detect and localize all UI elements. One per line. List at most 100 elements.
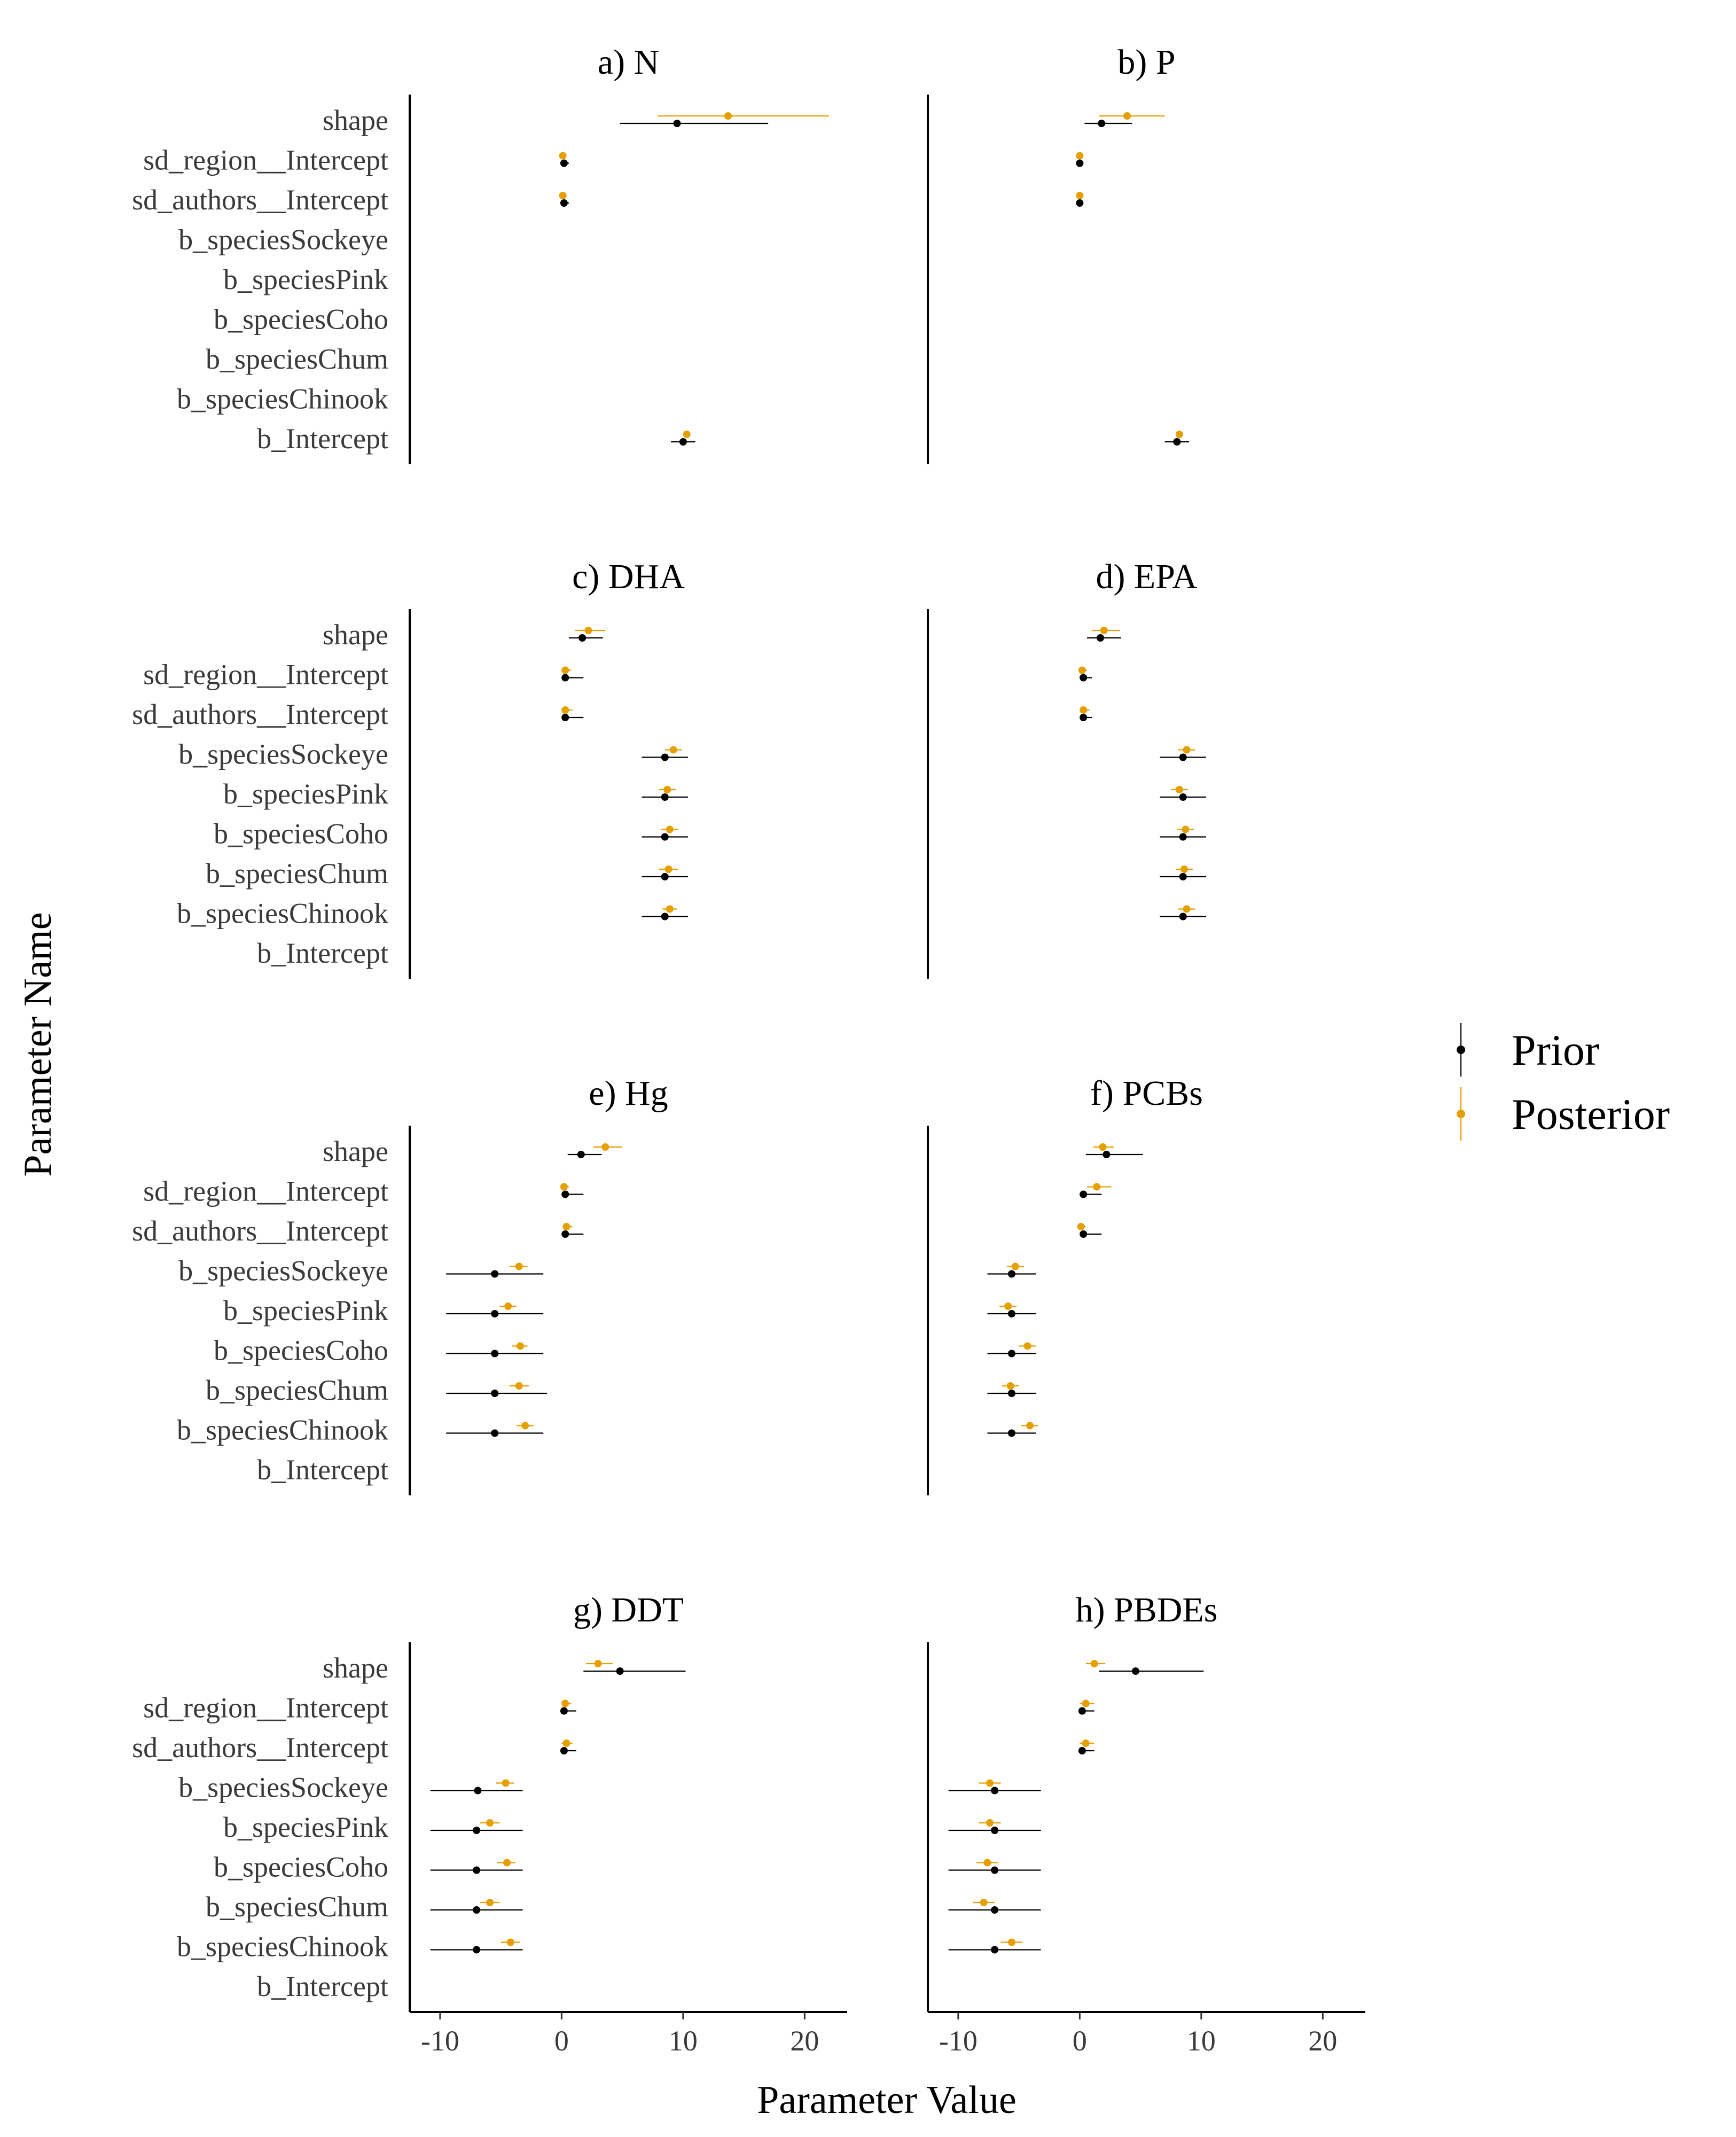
- y-tick-label: b_speciesChum: [206, 1374, 388, 1406]
- panel-title: a) N: [598, 43, 659, 82]
- y-tick-label: b_speciesChum: [206, 857, 388, 890]
- prior-point: [1102, 1151, 1111, 1158]
- y-tick-label: b_speciesCoho: [214, 1851, 388, 1883]
- posterior-point: [1183, 905, 1191, 913]
- y-tick-label: b_speciesCoho: [214, 818, 388, 850]
- prior-point: [561, 1190, 569, 1198]
- x-axes-layer: -10 0 10 20 -10 0 10 20: [410, 2011, 1365, 2057]
- posterior-point: [561, 1699, 569, 1707]
- prior-point: [561, 714, 569, 721]
- legend-entry-prior: Prior: [1457, 1023, 1599, 1077]
- prior-point: [561, 1230, 569, 1238]
- x-axis-title: Parameter Value: [757, 2078, 1016, 2122]
- x-tick-label: 20: [1308, 2025, 1337, 2057]
- posterior-point: [1090, 1660, 1098, 1667]
- posterior-point: [1004, 1303, 1012, 1310]
- prior-point: [1179, 873, 1187, 880]
- legend-key-point: [1457, 1110, 1465, 1118]
- posterior-point: [983, 1859, 991, 1867]
- panel-title: e) Hg: [589, 1074, 668, 1113]
- panel-7: h) PBDEs: [927, 1590, 1218, 2012]
- x-tick-label: 20: [790, 2025, 819, 2057]
- posterior-point: [663, 786, 671, 793]
- posterior-point: [1076, 192, 1084, 199]
- prior-point: [473, 1946, 481, 1954]
- posterior-point: [601, 1143, 609, 1151]
- prior-point: [561, 674, 569, 682]
- posterior-point: [1007, 1938, 1015, 1946]
- y-tick-label: sd_region__Intercept: [143, 144, 388, 176]
- panel-title: b) P: [1117, 43, 1175, 82]
- prior-point: [991, 1866, 999, 1874]
- prior-point: [1080, 714, 1088, 721]
- panel-title: d) EPA: [1096, 557, 1197, 596]
- y-tick-label: b_speciesSockeye: [178, 224, 388, 256]
- posterior-point: [1006, 1382, 1014, 1390]
- posterior-point: [1183, 746, 1191, 754]
- y-tick-label: sd_region__Intercept: [143, 659, 388, 691]
- posterior-point: [1182, 825, 1190, 833]
- prior-point: [577, 1151, 585, 1158]
- posterior-point: [669, 746, 677, 754]
- posterior-point: [683, 431, 691, 438]
- posterior-point: [562, 1223, 570, 1230]
- posterior-point: [1100, 627, 1108, 634]
- panel-1: b) P: [927, 43, 1190, 464]
- panel-title: g) DDT: [573, 1590, 684, 1629]
- posterior-point: [1077, 1223, 1085, 1230]
- y-tick-label: b_Intercept: [257, 423, 388, 455]
- prior-point: [1179, 833, 1187, 841]
- prior-point: [661, 793, 669, 801]
- prior-point: [991, 1827, 999, 1834]
- posterior-point: [561, 706, 569, 714]
- panels-layer: a) N shape sd_region__Intercept sd_authors_…: [132, 43, 1217, 2012]
- y-tick-label: b_speciesChum: [206, 343, 388, 375]
- y-tick-label: sd_authors__Intercept: [132, 1732, 388, 1764]
- prior-point: [1078, 1747, 1086, 1754]
- panel-3: d) EPA: [927, 557, 1206, 979]
- x-axis-1: -10 0 10 20: [928, 2011, 1365, 2057]
- prior-point: [1076, 159, 1084, 167]
- posterior-point: [1082, 1740, 1090, 1747]
- posterior-point: [594, 1660, 602, 1667]
- y-tick-label: sd_authors__Intercept: [132, 698, 388, 730]
- posterior-point: [521, 1422, 529, 1430]
- y-tick-label: b_Intercept: [257, 937, 388, 969]
- posterior-point: [666, 905, 674, 913]
- posterior-point: [486, 1819, 494, 1827]
- y-axis-title: Parameter Name: [16, 912, 60, 1176]
- y-tick-label: shape: [323, 619, 388, 651]
- prior-point: [679, 438, 687, 446]
- posterior-point: [515, 1262, 523, 1270]
- y-tick-label: shape: [323, 1135, 388, 1167]
- prior-point: [991, 1946, 999, 1954]
- posterior-point: [584, 627, 592, 634]
- x-tick-label: -10: [421, 2025, 459, 2057]
- posterior-point: [1099, 1143, 1107, 1151]
- posterior-point: [980, 1899, 988, 1906]
- posterior-point: [1093, 1183, 1101, 1191]
- prior-point: [1098, 120, 1106, 127]
- panel-6: g) DDT shape sd_region__Intercept sd_author…: [132, 1590, 686, 2012]
- prior-point: [491, 1270, 499, 1278]
- panel-4: e) Hg shape sd_region__Intercept sd_authors…: [132, 1074, 668, 1495]
- prior-point: [491, 1429, 499, 1437]
- y-tick-label: b_Intercept: [257, 1454, 388, 1486]
- posterior-point: [561, 666, 569, 674]
- y-tick-label: b_speciesCoho: [214, 1335, 388, 1367]
- posterior-point: [1175, 786, 1183, 793]
- prior-point: [1076, 199, 1084, 207]
- legend-entry-posterior: Posterior: [1457, 1087, 1670, 1141]
- panel-title: h) PBDEs: [1076, 1590, 1218, 1629]
- x-tick-label: 0: [1073, 2025, 1087, 2057]
- prior-point: [560, 159, 568, 167]
- prior-point: [1078, 1707, 1086, 1715]
- panel-title: f) PCBs: [1090, 1074, 1203, 1113]
- prior-point: [1080, 1190, 1088, 1198]
- y-tick-label: b_speciesChinook: [177, 1414, 388, 1446]
- posterior-point: [1175, 431, 1183, 438]
- posterior-point: [559, 192, 567, 199]
- y-tick-label: b_speciesCoho: [214, 303, 388, 336]
- prior-point: [1173, 438, 1181, 446]
- prior-point: [473, 1827, 481, 1834]
